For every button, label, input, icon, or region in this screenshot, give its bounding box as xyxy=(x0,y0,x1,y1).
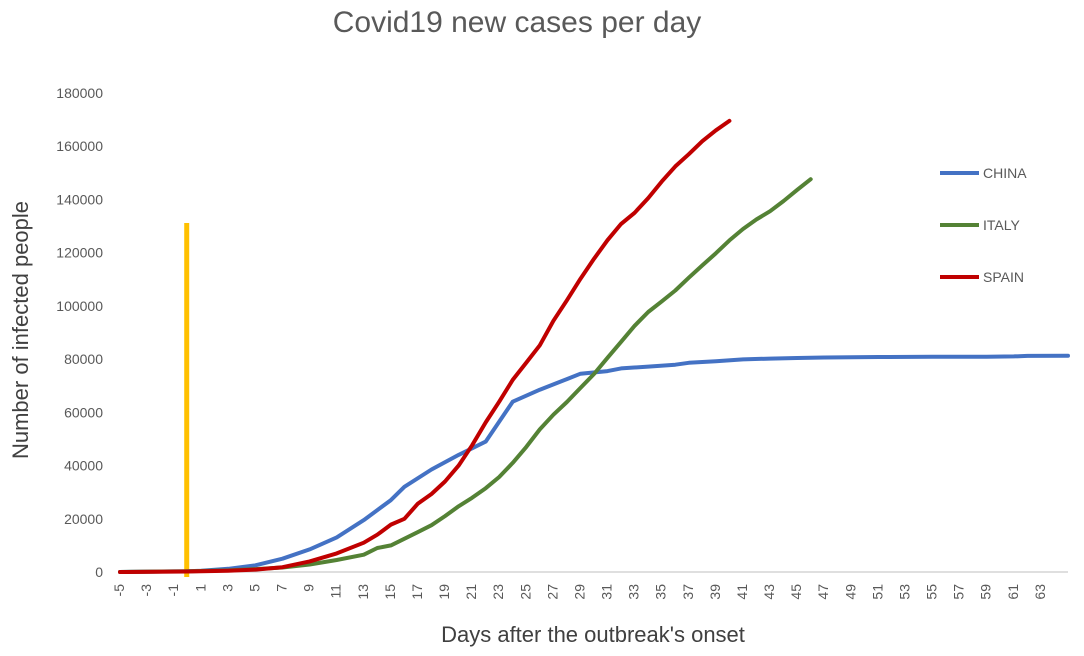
series-line-italy xyxy=(118,177,813,574)
x-tick-label: 57 xyxy=(951,584,967,600)
x-tick-label: 53 xyxy=(896,584,912,600)
x-tick-label: -5 xyxy=(111,584,127,597)
plot-area: 0 20000 40000 60000 80000 100000 120000 140000 1… xyxy=(56,85,1070,600)
y-tick-label: 180000 xyxy=(56,85,103,101)
x-tick-label: 43 xyxy=(761,584,777,600)
x-tick-label: 23 xyxy=(490,584,506,600)
x-tick-label: 5 xyxy=(246,584,262,592)
x-tick-label: 15 xyxy=(382,584,398,600)
y-tick-label: 40000 xyxy=(64,458,103,474)
y-tick-label: 100000 xyxy=(56,298,103,314)
x-tick-label: 47 xyxy=(815,584,831,600)
y-tick-label: 20000 xyxy=(64,511,103,527)
x-tick-label: 35 xyxy=(653,584,669,600)
x-tick-label: 25 xyxy=(517,584,533,600)
x-tick-label: 51 xyxy=(869,584,885,600)
x-tick-label: 13 xyxy=(355,584,371,600)
x-tick-label: 19 xyxy=(436,584,452,600)
series-line-spain xyxy=(118,118,732,574)
x-tick-label: 21 xyxy=(463,584,479,600)
x-tick-label: 63 xyxy=(1032,584,1048,600)
x-axis-title: Days after the outbreak's onset xyxy=(441,622,745,647)
x-tick-label: 7 xyxy=(274,584,290,592)
y-axis-title: Number of infected people xyxy=(8,201,33,459)
x-tick-label: 1 xyxy=(192,584,208,592)
x-tick-label: 31 xyxy=(599,584,615,600)
x-tick-label: -3 xyxy=(138,584,154,597)
x-tick-label: 39 xyxy=(707,584,723,600)
x-tick-label: 27 xyxy=(544,584,560,600)
x-tick-label: 37 xyxy=(680,584,696,600)
y-tick-label: 120000 xyxy=(56,245,103,261)
legend-label-italy: ITALY xyxy=(983,217,1020,233)
x-tick-label: 33 xyxy=(626,584,642,600)
x-tick-label: 61 xyxy=(1005,584,1021,600)
x-tick-label: 49 xyxy=(842,584,858,600)
x-tick-label: 59 xyxy=(978,584,994,600)
chart-title: Covid19 new cases per day xyxy=(333,6,702,39)
x-tick-label: 11 xyxy=(328,584,344,599)
x-tick-label: 55 xyxy=(924,584,940,600)
series-line-china xyxy=(118,353,1070,574)
x-tick-label: 41 xyxy=(734,584,750,600)
y-tick-label: 140000 xyxy=(56,191,103,207)
x-tick-label: 9 xyxy=(301,584,317,592)
y-tick-label: 160000 xyxy=(56,138,103,154)
x-tick-label: -1 xyxy=(165,584,181,597)
legend-label-china: CHINA xyxy=(983,165,1027,181)
legend-label-spain: SPAIN xyxy=(983,269,1024,285)
x-tick-label: 17 xyxy=(409,584,425,600)
x-tick-label: 29 xyxy=(571,584,587,600)
x-tick-label: 3 xyxy=(219,584,235,592)
y-tick-label: 0 xyxy=(95,564,103,580)
legend: CHINA ITALY SPAIN xyxy=(940,165,1027,285)
y-tick-label: 60000 xyxy=(64,404,103,420)
y-tick-label: 80000 xyxy=(64,351,103,367)
x-tick-label: 45 xyxy=(788,584,804,600)
